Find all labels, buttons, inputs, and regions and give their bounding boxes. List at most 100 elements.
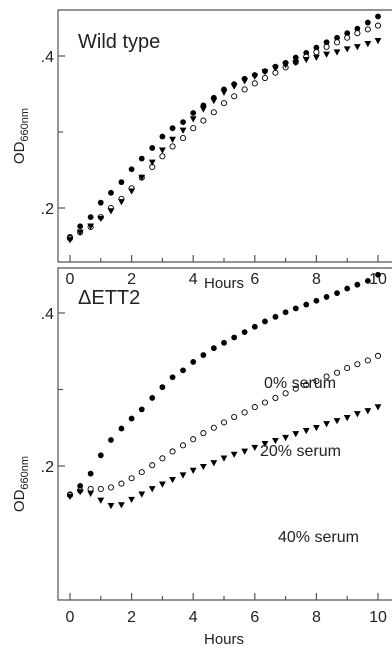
data-point <box>353 411 361 418</box>
data-point <box>292 431 300 438</box>
data-point <box>353 44 361 51</box>
data-point <box>272 394 279 401</box>
data-point <box>128 188 135 195</box>
x-tick-label: 6 <box>250 609 259 626</box>
data-point <box>149 462 156 469</box>
x-tick-label: 8 <box>312 271 321 288</box>
x-tick-label: 0 <box>66 271 75 288</box>
data-point <box>220 419 228 426</box>
data-point <box>107 502 115 510</box>
data-point <box>118 480 125 487</box>
data-point <box>323 373 330 380</box>
data-point <box>87 470 94 477</box>
x-axis-ticks: 0 2 4 6 8 10 <box>66 255 387 288</box>
data-point <box>97 215 105 223</box>
data-point <box>272 313 279 320</box>
data-point <box>118 425 125 432</box>
x-axis-label: Hours <box>204 275 244 292</box>
x-tick-label: 0 <box>66 609 75 626</box>
data-point <box>199 106 207 113</box>
data-point <box>231 334 238 341</box>
data-point <box>292 60 300 67</box>
data-point <box>190 110 197 116</box>
data-point <box>149 145 156 151</box>
data-point <box>354 281 361 288</box>
data-point <box>200 352 207 358</box>
ett2-mutant-panel: .2.4 0 2 4 6 8 10 ΔETT2 0% serum 20% serum 40… <box>11 267 392 648</box>
data-point <box>364 408 372 415</box>
data-point <box>374 352 382 359</box>
data-point <box>354 30 361 37</box>
series-label-0pct: 0% serum <box>264 375 336 392</box>
data-point <box>138 406 145 413</box>
data-point <box>303 381 310 388</box>
data-point <box>159 153 166 160</box>
y-axis-label-main: OD <box>11 141 28 164</box>
series-label-40pct: 40% serum <box>278 529 359 546</box>
data-point <box>333 418 341 425</box>
data-point <box>343 415 351 422</box>
data-point <box>354 361 361 368</box>
data-point <box>261 74 269 82</box>
data-point <box>231 93 238 100</box>
data-point <box>323 294 330 300</box>
data-point <box>148 486 156 493</box>
data-point <box>220 89 228 96</box>
y-tick-label: .2 <box>41 459 54 476</box>
y-axis-ticks: .2 .4 <box>41 306 65 476</box>
data-point <box>189 467 197 474</box>
y-tick-label: .2 <box>41 201 54 218</box>
data-point <box>292 54 299 61</box>
data-point <box>221 339 227 346</box>
data-point <box>282 309 289 316</box>
x-tick-label: 4 <box>189 271 198 288</box>
data-point <box>261 69 269 76</box>
series-0 <box>67 13 381 240</box>
y-tick-label: .4 <box>41 306 54 323</box>
data-point <box>220 455 228 462</box>
data-point <box>375 13 381 20</box>
data-point <box>231 413 238 421</box>
series-2 <box>66 404 382 510</box>
y-axis-label-main: OD <box>11 489 28 512</box>
data-point <box>334 290 340 297</box>
data-point <box>180 367 186 374</box>
data-point <box>169 448 176 455</box>
data-point <box>169 476 176 484</box>
data-point <box>334 34 340 41</box>
data-point <box>251 323 258 330</box>
data-point <box>292 305 299 312</box>
data-point <box>241 86 248 93</box>
data-point <box>333 369 341 376</box>
data-point <box>241 78 249 85</box>
data-point <box>323 421 330 428</box>
series-1 <box>66 22 382 242</box>
data-point <box>333 39 341 46</box>
data-point <box>138 469 145 476</box>
data-point <box>344 30 351 37</box>
data-point <box>313 54 320 61</box>
data-point <box>364 357 371 364</box>
data-point <box>128 415 135 422</box>
data-point <box>97 485 104 493</box>
data-point <box>261 441 269 448</box>
data-point <box>66 493 74 500</box>
data-point <box>210 424 217 431</box>
data-point <box>262 318 268 325</box>
data-point <box>282 434 289 442</box>
data-point <box>344 365 351 372</box>
x-axis-ticks: 0 2 4 6 8 10 <box>66 593 387 626</box>
data-point <box>344 34 351 41</box>
data-point <box>292 385 299 392</box>
data-point <box>374 22 382 29</box>
data-point <box>251 73 259 80</box>
data-point <box>169 125 176 132</box>
data-point <box>200 430 207 437</box>
data-point <box>323 51 330 58</box>
panel-title: ΔETT2 <box>78 287 140 309</box>
data-point <box>179 127 187 134</box>
data-point <box>180 119 186 126</box>
x-tick-label: 10 <box>369 271 387 288</box>
data-point <box>230 451 238 458</box>
